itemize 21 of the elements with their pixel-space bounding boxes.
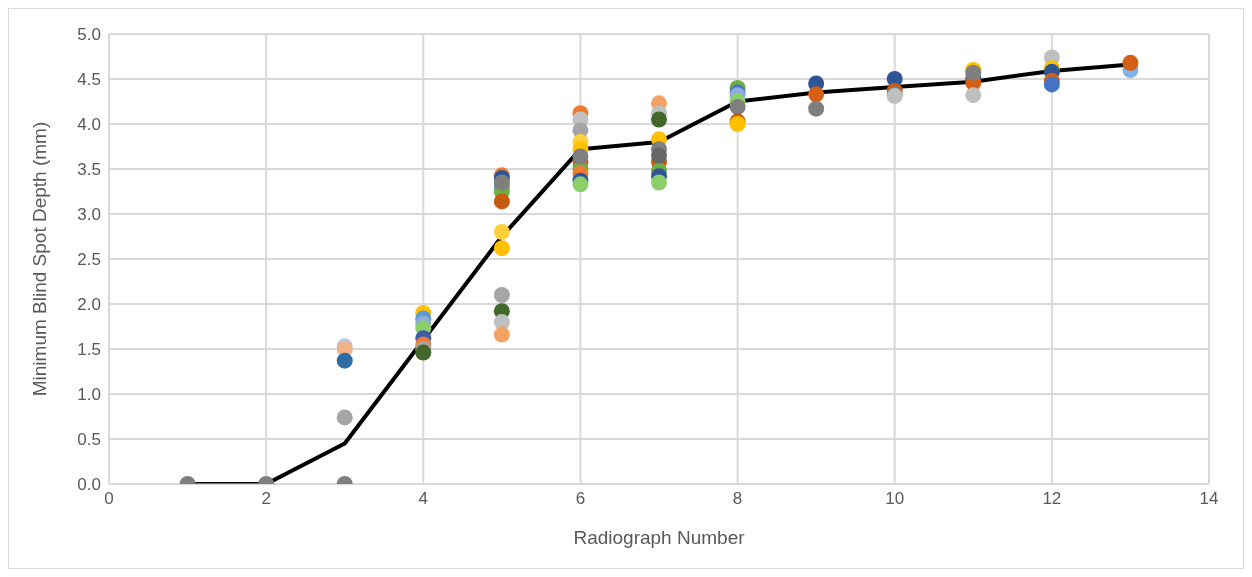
y-tick-label: 2.0 [77,295,101,315]
y-tick-label: 4.5 [77,70,101,90]
y-tick-label: 3.5 [77,160,101,180]
x-tick-label: 14 [1199,489,1219,509]
x-tick-label: 2 [261,489,271,509]
y-tick-label: 3.0 [77,205,101,225]
y-tick-label: 0.0 [77,475,101,495]
x-tick-label: 4 [418,489,429,509]
x-tick-label: 8 [732,489,743,509]
x-tick-label: 12 [1042,489,1062,509]
x-tick-label: 6 [575,489,586,509]
y-axis-title: Minimum Blind Spot Depth (mm) [28,121,50,397]
y-tick-label: 1.5 [77,340,101,360]
y-tick-label: 5.0 [77,25,101,45]
y-tick-label: 4.0 [77,115,101,135]
x-axis-title: Radiograph Number [573,527,746,548]
x-tick-label: 10 [885,489,905,509]
y-tick-label: 2.5 [77,250,101,270]
y-tick-label: 0.5 [77,430,101,450]
x-tick-label: 0 [104,489,114,509]
y-tick-label: 1.0 [77,385,101,405]
